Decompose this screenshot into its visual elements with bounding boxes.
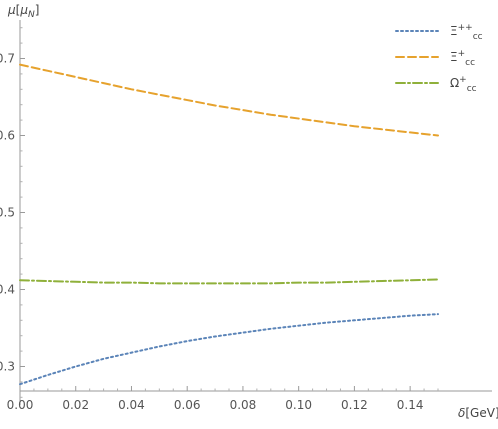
x-tick-label: 0.02 [62, 398, 89, 412]
x-axis-label: δ[GeV] [458, 406, 498, 420]
x-tick-label: 0.06 [174, 398, 201, 412]
x-tick-label: 0.14 [397, 398, 424, 412]
y-tick-label: 0.7 [0, 52, 15, 66]
x-tick-label: 0.12 [341, 398, 368, 412]
series-line-1 [19, 313, 439, 386]
legend-label-1: Ξ++cc [450, 23, 483, 42]
legend: Ξ++cc Ξ+cc Ω+cc [395, 23, 483, 94]
x-tick-label: 0.04 [118, 398, 145, 412]
x-tick-label: 0.00 [7, 398, 34, 412]
axes: 0.3 0.4 0.5 0.6 0.7 0.00 0.02 0.04 0.06 0.08 0.10 0… [0, 20, 492, 412]
series-line-2 [19, 63, 439, 137]
y-tick-label: 0.3 [0, 360, 15, 374]
series-layer [19, 63, 439, 386]
x-tick-label: 0.10 [285, 398, 312, 412]
x-tick-label: 0.08 [230, 398, 257, 412]
legend-label-3: Ω+cc [450, 75, 477, 94]
y-axis-label: μ[μN] [7, 3, 39, 20]
y-tick-label: 0.4 [0, 283, 15, 297]
series-line-3 [19, 278, 439, 285]
y-tick-label: 0.6 [0, 129, 15, 143]
y-tick-label: 0.5 [0, 206, 15, 220]
legend-label-2: Ξ+cc [450, 49, 475, 68]
